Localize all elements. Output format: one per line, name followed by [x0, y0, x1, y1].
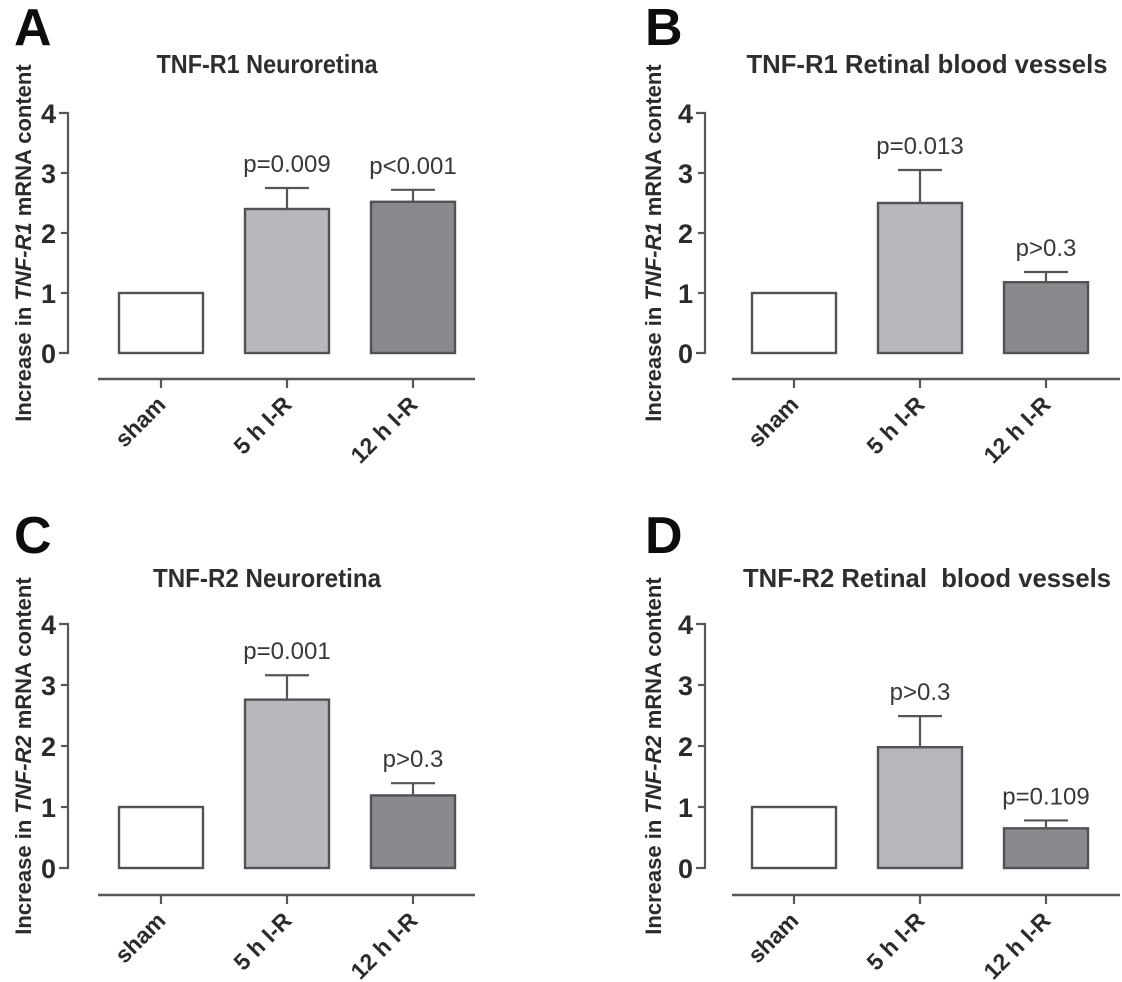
p-value-label: p<0.001 [369, 153, 456, 180]
y-axis-label: Increase in TNF-R1 mRNA content [641, 64, 666, 422]
y-tick-label: 3 [678, 671, 693, 701]
bar-sham [750, 805, 838, 870]
y-axis-label-suffix: mRNA content [11, 577, 36, 736]
p-value-label: p=0.013 [876, 133, 963, 160]
panel-d-chart: D TNF-R2 Retinal blood vessels Increase in… [641, 507, 1120, 982]
y-tick-label: 1 [678, 279, 693, 309]
panel-a: A TNF-R1 Neuroretina Increase in TNF-R1 mR… [0, 0, 561, 491]
x-category-label: 12 h I-R [345, 391, 422, 468]
x-category-label: 5 h I-R [228, 907, 296, 975]
x-category-label: 5 h I-R [861, 907, 929, 975]
panel-b: B TNF-R1 Retinal blood vessels Increase in… [561, 0, 1122, 491]
bar-12h-ir [1002, 281, 1090, 355]
x-category-label: 5 h I-R [228, 391, 296, 459]
x-category-label: 12 h I-R [978, 907, 1055, 982]
p-value-label: p>0.3 [1016, 235, 1077, 262]
x-category-label: sham [110, 907, 171, 968]
y-axis-label-gene: TNF-R2 [11, 735, 36, 814]
y-tick-label: 4 [678, 610, 693, 640]
y-tick-label: 3 [41, 159, 56, 189]
y-tick-label: 4 [41, 610, 56, 640]
y-tick-label: 3 [41, 671, 56, 701]
p-value-label: p>0.3 [383, 746, 444, 773]
panel-a-letter: A [14, 0, 52, 57]
chart-title: TNF-R2 Neuroretina [153, 563, 382, 593]
panel-b-letter: B [645, 0, 683, 57]
y-tick-label: 0 [41, 854, 56, 884]
bar-sham [750, 291, 838, 355]
bar-12h-ir [369, 794, 457, 870]
y-axis-label-suffix: mRNA content [641, 64, 666, 223]
x-category-label: sham [743, 907, 804, 968]
bar-12h-ir [369, 200, 457, 355]
bar-5h-ir [243, 698, 331, 870]
y-axis-label-prefix: Increase in [11, 814, 36, 935]
y-tick-label: 0 [41, 339, 56, 369]
chart-title: TNF-R1 Neuroretina [157, 49, 378, 79]
y-tick-label: 2 [41, 732, 56, 762]
p-value-label: p=0.001 [243, 638, 330, 665]
y-tick-label: 4 [41, 99, 56, 129]
y-axis-label: Increase in TNF-R2 mRNA content [11, 577, 36, 935]
y-axis-label-gene: TNF-R2 [641, 735, 666, 814]
y-tick-label: 3 [678, 159, 693, 189]
p-value-label: p=0.109 [1002, 783, 1089, 810]
bar-sham [117, 291, 205, 355]
chart-title: TNF-R1 Retinal blood vessels [747, 49, 1108, 79]
y-axis-label-prefix: Increase in [641, 301, 666, 422]
y-tick-label: 1 [41, 279, 56, 309]
y-axis-label-gene: TNF-R1 [11, 222, 36, 300]
y-axis-label-gene: TNF-R1 [641, 222, 666, 300]
panel-d-letter: D [645, 507, 683, 565]
panel-d: D TNF-R2 Retinal blood vessels Increase in… [561, 491, 1122, 982]
x-category-label: 5 h I-R [861, 391, 929, 459]
x-category-label: sham [743, 391, 804, 452]
y-tick-label: 1 [41, 793, 56, 823]
chart-title: TNF-R2 Retinal blood vessels [743, 563, 1111, 593]
bar-sham [117, 805, 205, 870]
x-category-label: 12 h I-R [978, 391, 1055, 468]
panel-c-chart: C TNF-R2 Neuroretina Increase in TNF-R2 mR… [11, 507, 475, 982]
y-axis-label: Increase in TNF-R2 mRNA content [641, 577, 666, 935]
bar-5h-ir [243, 207, 331, 355]
y-axis-label-prefix: Increase in [11, 301, 36, 422]
panel-c: C TNF-R2 Neuroretina Increase in TNF-R2 mR… [0, 491, 561, 982]
y-tick-label: 0 [678, 339, 693, 369]
y-axis-label: Increase in TNF-R1 mRNA content [11, 64, 36, 422]
panel-b-chart: B TNF-R1 Retinal blood vessels Increase in… [641, 0, 1120, 468]
y-axis-label-suffix: mRNA content [641, 577, 666, 736]
x-category-label: sham [110, 391, 171, 452]
p-value-label: p>0.3 [890, 679, 951, 706]
x-category-label: 12 h I-R [345, 907, 422, 982]
y-tick-label: 0 [678, 854, 693, 884]
y-tick-label: 2 [678, 219, 693, 249]
panel-c-letter: C [14, 507, 52, 565]
bar-12h-ir [1002, 827, 1090, 870]
bar-5h-ir [876, 201, 964, 355]
y-axis-label-suffix: mRNA content [11, 64, 36, 223]
y-axis-label-prefix: Increase in [641, 814, 666, 935]
y-tick-label: 2 [41, 219, 56, 249]
p-value-label: p=0.009 [243, 151, 330, 178]
bar-5h-ir [876, 746, 964, 870]
y-tick-label: 1 [678, 793, 693, 823]
y-tick-label: 4 [678, 99, 693, 129]
panel-a-chart: A TNF-R1 Neuroretina Increase in TNF-R1 mR… [11, 0, 475, 468]
y-tick-label: 2 [678, 732, 693, 762]
